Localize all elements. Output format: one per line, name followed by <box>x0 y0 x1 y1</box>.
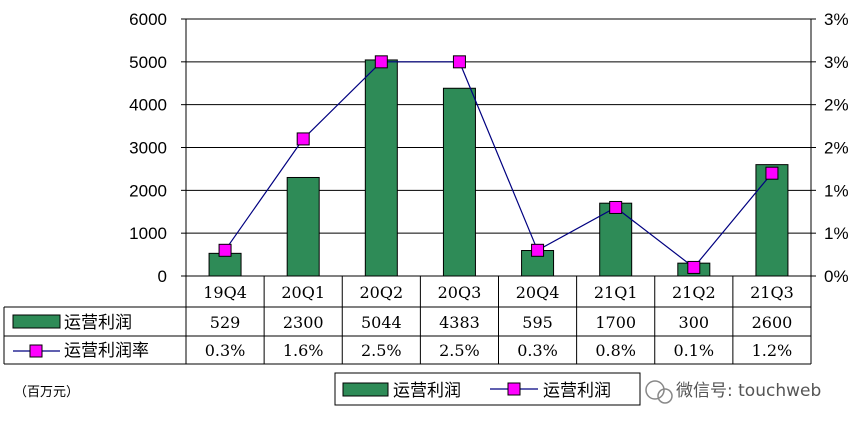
line-marker <box>609 200 623 214</box>
table-key-bar <box>12 314 61 329</box>
bar-value-label: 2300 <box>283 313 324 332</box>
bar <box>286 176 320 277</box>
line-value-label: 0.3% <box>517 341 558 360</box>
y-tick-label: 2000 <box>129 181 167 200</box>
bar-value-label: 1700 <box>595 313 636 332</box>
line-value-label: 1.6% <box>283 341 324 360</box>
x-tick-label: 19Q4 <box>203 283 247 302</box>
line-value-label: 0.8% <box>595 341 636 360</box>
unit-note: （百万元） <box>14 385 79 400</box>
y-tick-label: 6000 <box>129 10 167 29</box>
legend-label: 运营利润 <box>543 381 611 401</box>
table-key-marker <box>29 344 43 358</box>
y-tick-label: 3000 <box>129 139 167 158</box>
y-tick-label: 4000 <box>129 96 167 115</box>
bar-value-label: 595 <box>522 313 553 332</box>
data-table: 19Q4 529 0.3% 20Q1 2300 1.6% 20Q2 5044 2.5% 20Q3 4… <box>3 276 812 365</box>
x-tick-label: 21Q3 <box>750 283 794 302</box>
margin-line <box>218 55 779 274</box>
bars <box>208 59 789 277</box>
legend: 运营利润 运营利润 <box>334 372 641 406</box>
bar <box>755 164 789 277</box>
line-marker <box>765 166 779 180</box>
line-marker <box>296 132 310 146</box>
line-value-label: 0.1% <box>673 341 714 360</box>
bar-value-label: 2600 <box>752 313 793 332</box>
y2-tick-label: 1% <box>824 181 849 200</box>
y2-tick-label: 0% <box>824 267 849 286</box>
watermark: 微信号: touchweb <box>645 380 821 404</box>
line-value-label: 1.2% <box>752 341 793 360</box>
y2-tick-label: 2% <box>824 96 849 115</box>
x-tick-label: 20Q4 <box>516 283 560 302</box>
legend-label: 运营利润 <box>393 381 461 401</box>
margin-line-path <box>224 61 773 269</box>
legend-key-bar <box>342 382 389 397</box>
y-tick-label: 5000 <box>129 53 167 72</box>
table-series-label: 运营利润 <box>64 313 132 333</box>
y-tick-label: 1000 <box>129 224 167 243</box>
x-tick-label: 20Q1 <box>281 283 325 302</box>
table-series-label: 运营利润率 <box>64 341 149 361</box>
line-value-label: 0.3% <box>205 341 246 360</box>
line-marker <box>218 243 232 257</box>
bar-value-label: 300 <box>679 313 710 332</box>
line-marker <box>531 243 545 257</box>
line-marker <box>452 55 466 69</box>
line-value-label: 2.5% <box>361 341 402 360</box>
watermark-text: 微信号: touchweb <box>676 381 821 401</box>
bar-value-label: 4383 <box>439 313 480 332</box>
y2-tick-label: 3% <box>824 10 849 29</box>
line-marker <box>687 260 701 274</box>
x-tick-label: 21Q1 <box>594 283 638 302</box>
x-tick-label: 21Q2 <box>672 283 716 302</box>
y-tick-label: 0 <box>158 267 167 286</box>
wechat-icon <box>645 380 673 404</box>
x-tick-label: 20Q3 <box>438 283 482 302</box>
tick-labels: 0 1000 2000 3000 4000 5000 6000 0% 1% 1% 2% 2% 3% 3% <box>129 10 848 286</box>
bar-value-label: 529 <box>210 313 241 332</box>
line-marker <box>374 55 388 69</box>
bar <box>442 87 476 277</box>
bar <box>364 59 398 277</box>
y2-tick-label: 1% <box>824 224 849 243</box>
x-tick-label: 20Q2 <box>359 283 403 302</box>
y2-tick-label: 3% <box>824 53 849 72</box>
legend-key-marker <box>507 382 521 396</box>
line-value-label: 2.5% <box>439 341 480 360</box>
bar-value-label: 5044 <box>361 313 402 332</box>
gridlines <box>186 18 811 277</box>
y2-tick-label: 2% <box>824 139 849 158</box>
